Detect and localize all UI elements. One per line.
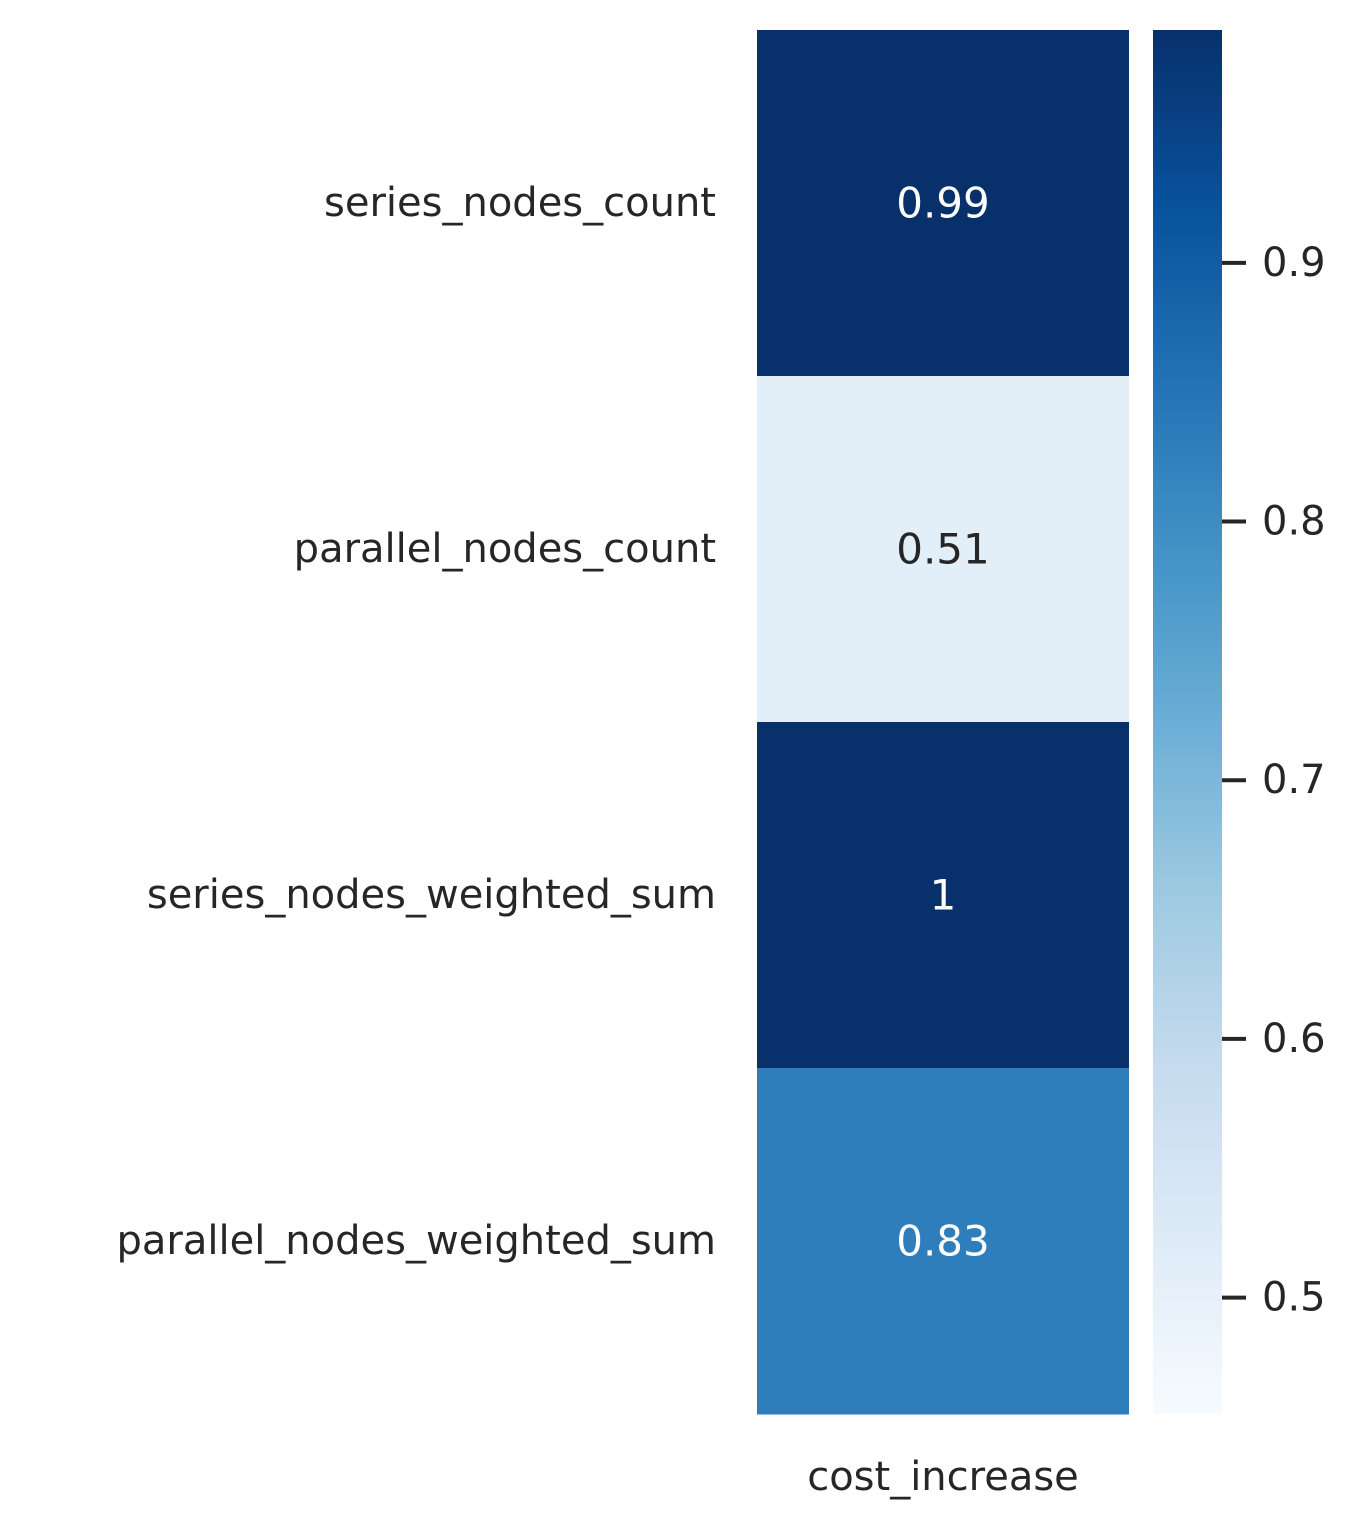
colorbar-gradient bbox=[1153, 30, 1222, 1414]
cell-value-label: 1 bbox=[930, 871, 957, 920]
heatmap-cell bbox=[757, 722, 1129, 1069]
heatmap-cells: 0.99 0.51 1 0.83 bbox=[757, 30, 1129, 1415]
heatmap-cell bbox=[757, 376, 1129, 723]
heatmap-cell bbox=[757, 30, 1129, 377]
row-label: parallel_nodes_count bbox=[294, 526, 716, 572]
row-label: series_nodes_weighted_sum bbox=[147, 872, 716, 918]
colorbar-tick-label: 0.8 bbox=[1262, 499, 1326, 545]
column-label: cost_increase bbox=[807, 1454, 1079, 1500]
cell-value-label: 0.83 bbox=[896, 1217, 990, 1266]
row-label: parallel_nodes_weighted_sum bbox=[117, 1218, 717, 1264]
row-label: series_nodes_count bbox=[324, 180, 716, 226]
colorbar-tick-label: 0.7 bbox=[1262, 757, 1326, 803]
colorbar-tick-label: 0.5 bbox=[1262, 1275, 1326, 1321]
colorbar: 0.5 0.6 0.7 0.8 0.9 bbox=[1153, 30, 1326, 1414]
cell-value-label: 0.99 bbox=[896, 179, 990, 228]
column-labels: cost_increase bbox=[807, 1454, 1079, 1500]
row-labels: series_nodes_count parallel_nodes_countse… bbox=[117, 180, 717, 1264]
colorbar-tick-label: 0.9 bbox=[1262, 240, 1326, 286]
cell-value-label: 0.51 bbox=[896, 525, 990, 574]
colorbar-tick-label: 0.6 bbox=[1262, 1016, 1326, 1062]
heatmap-cell bbox=[757, 1068, 1129, 1415]
